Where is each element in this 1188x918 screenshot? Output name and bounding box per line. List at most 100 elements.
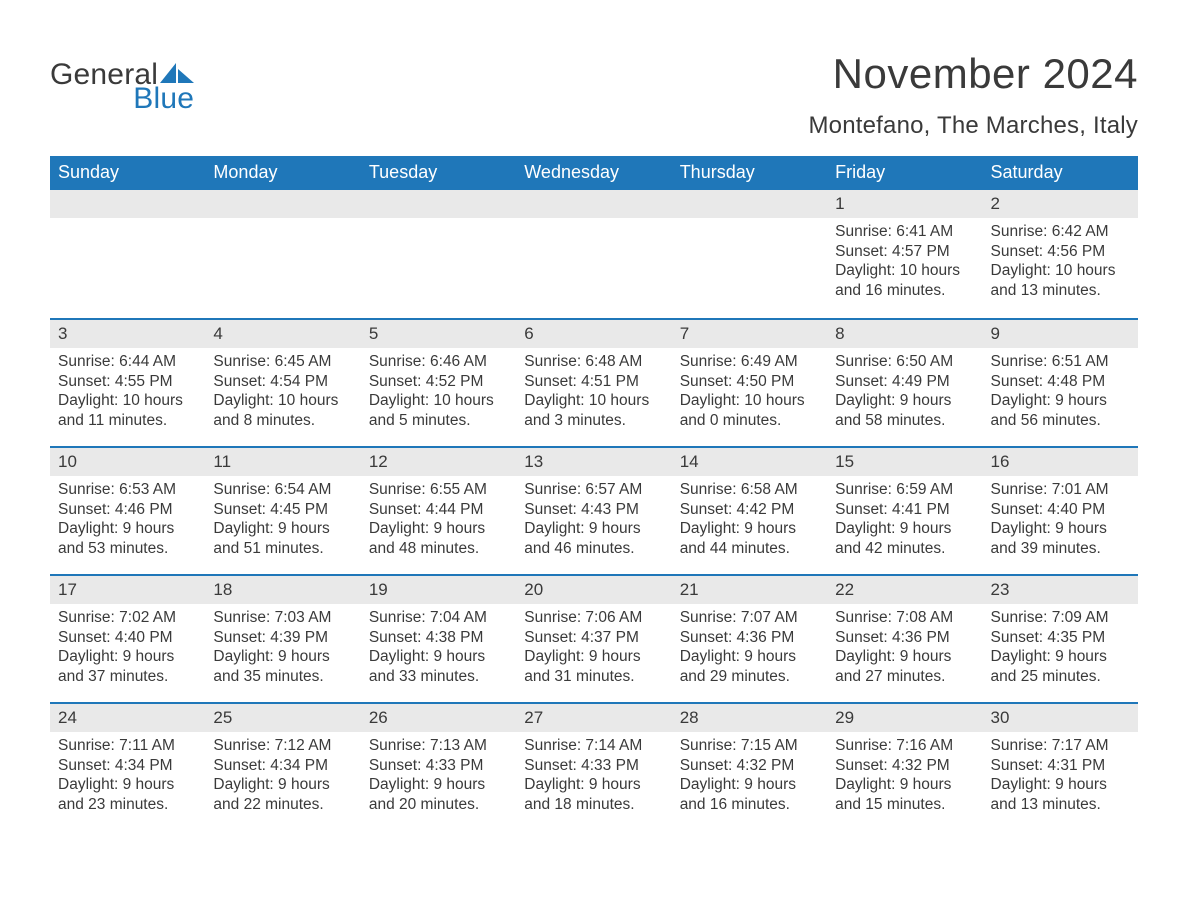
- day-sunrise: Sunrise: 7:08 AM: [835, 608, 974, 628]
- day-cell: 29Sunrise: 7:16 AMSunset: 4:32 PMDayligh…: [827, 704, 982, 830]
- day-sunrise: Sunrise: 6:55 AM: [369, 480, 508, 500]
- day-cell: 8Sunrise: 6:50 AMSunset: 4:49 PMDaylight…: [827, 320, 982, 446]
- day-sunset: Sunset: 4:32 PM: [680, 756, 819, 776]
- day-sunrise: Sunrise: 7:14 AM: [524, 736, 663, 756]
- day-number: 28: [672, 704, 827, 732]
- day-number: 13: [516, 448, 671, 476]
- day-cell: 22Sunrise: 7:08 AMSunset: 4:36 PMDayligh…: [827, 576, 982, 702]
- day-d1: Daylight: 10 hours: [991, 261, 1130, 281]
- weekday-header: Friday: [827, 156, 982, 190]
- day-sunset: Sunset: 4:32 PM: [835, 756, 974, 776]
- day-number: 23: [983, 576, 1138, 604]
- day-sunrise: Sunrise: 6:50 AM: [835, 352, 974, 372]
- day-sunset: Sunset: 4:38 PM: [369, 628, 508, 648]
- day-sunrise: Sunrise: 7:04 AM: [369, 608, 508, 628]
- day-d1: Daylight: 10 hours: [369, 391, 508, 411]
- day-number: [361, 190, 516, 218]
- day-d1: Daylight: 9 hours: [58, 519, 197, 539]
- day-cell: 13Sunrise: 6:57 AMSunset: 4:43 PMDayligh…: [516, 448, 671, 574]
- day-sunset: Sunset: 4:39 PM: [213, 628, 352, 648]
- day-cell: [516, 190, 671, 318]
- day-number: 25: [205, 704, 360, 732]
- day-d1: Daylight: 9 hours: [680, 519, 819, 539]
- week-row: 1Sunrise: 6:41 AMSunset: 4:57 PMDaylight…: [50, 190, 1138, 318]
- day-d1: Daylight: 9 hours: [835, 519, 974, 539]
- day-d2: and 0 minutes.: [680, 411, 819, 431]
- calendar: SundayMondayTuesdayWednesdayThursdayFrid…: [50, 156, 1138, 830]
- day-cell: [205, 190, 360, 318]
- day-cell: 25Sunrise: 7:12 AMSunset: 4:34 PMDayligh…: [205, 704, 360, 830]
- day-number: 7: [672, 320, 827, 348]
- day-cell: 27Sunrise: 7:14 AMSunset: 4:33 PMDayligh…: [516, 704, 671, 830]
- day-d2: and 44 minutes.: [680, 539, 819, 559]
- day-number: 26: [361, 704, 516, 732]
- location: Montefano, The Marches, Italy: [808, 112, 1138, 140]
- day-cell: 12Sunrise: 6:55 AMSunset: 4:44 PMDayligh…: [361, 448, 516, 574]
- weekday-header: Saturday: [983, 156, 1138, 190]
- day-number: [516, 190, 671, 218]
- day-sunrise: Sunrise: 6:53 AM: [58, 480, 197, 500]
- day-d1: Daylight: 9 hours: [680, 775, 819, 795]
- day-d2: and 13 minutes.: [991, 795, 1130, 815]
- day-cell: 7Sunrise: 6:49 AMSunset: 4:50 PMDaylight…: [672, 320, 827, 446]
- weekday-header: Wednesday: [516, 156, 671, 190]
- day-sunrise: Sunrise: 7:17 AM: [991, 736, 1130, 756]
- day-cell: 9Sunrise: 6:51 AMSunset: 4:48 PMDaylight…: [983, 320, 1138, 446]
- day-d1: Daylight: 9 hours: [369, 519, 508, 539]
- day-number: 8: [827, 320, 982, 348]
- day-d2: and 13 minutes.: [991, 281, 1130, 301]
- day-cell: 20Sunrise: 7:06 AMSunset: 4:37 PMDayligh…: [516, 576, 671, 702]
- day-d2: and 58 minutes.: [835, 411, 974, 431]
- day-d1: Daylight: 9 hours: [58, 775, 197, 795]
- day-d1: Daylight: 10 hours: [213, 391, 352, 411]
- day-sunrise: Sunrise: 7:07 AM: [680, 608, 819, 628]
- weeks-container: 1Sunrise: 6:41 AMSunset: 4:57 PMDaylight…: [50, 190, 1138, 830]
- day-number: 2: [983, 190, 1138, 218]
- day-number: 9: [983, 320, 1138, 348]
- day-sunset: Sunset: 4:36 PM: [835, 628, 974, 648]
- day-sunrise: Sunrise: 7:12 AM: [213, 736, 352, 756]
- day-cell: 21Sunrise: 7:07 AMSunset: 4:36 PMDayligh…: [672, 576, 827, 702]
- day-sunset: Sunset: 4:44 PM: [369, 500, 508, 520]
- day-sunrise: Sunrise: 6:49 AM: [680, 352, 819, 372]
- day-number: 6: [516, 320, 671, 348]
- day-d2: and 53 minutes.: [58, 539, 197, 559]
- day-sunrise: Sunrise: 6:41 AM: [835, 222, 974, 242]
- day-sunrise: Sunrise: 6:48 AM: [524, 352, 663, 372]
- day-d1: Daylight: 9 hours: [213, 775, 352, 795]
- title-block: November 2024 Montefano, The Marches, It…: [808, 50, 1138, 140]
- weekday-header: Sunday: [50, 156, 205, 190]
- day-d2: and 27 minutes.: [835, 667, 974, 687]
- day-sunrise: Sunrise: 6:45 AM: [213, 352, 352, 372]
- day-cell: 18Sunrise: 7:03 AMSunset: 4:39 PMDayligh…: [205, 576, 360, 702]
- day-d1: Daylight: 10 hours: [835, 261, 974, 281]
- day-cell: 11Sunrise: 6:54 AMSunset: 4:45 PMDayligh…: [205, 448, 360, 574]
- day-sunset: Sunset: 4:48 PM: [991, 372, 1130, 392]
- day-number: 24: [50, 704, 205, 732]
- day-number: 14: [672, 448, 827, 476]
- day-d2: and 18 minutes.: [524, 795, 663, 815]
- day-number: 16: [983, 448, 1138, 476]
- day-d2: and 56 minutes.: [991, 411, 1130, 431]
- week-row: 17Sunrise: 7:02 AMSunset: 4:40 PMDayligh…: [50, 574, 1138, 702]
- day-number: 20: [516, 576, 671, 604]
- day-d1: Daylight: 10 hours: [680, 391, 819, 411]
- weekday-header: Tuesday: [361, 156, 516, 190]
- logo-text-blue: Blue: [133, 82, 194, 116]
- day-d1: Daylight: 9 hours: [991, 391, 1130, 411]
- day-d1: Daylight: 9 hours: [835, 391, 974, 411]
- day-sunset: Sunset: 4:41 PM: [835, 500, 974, 520]
- day-number: 4: [205, 320, 360, 348]
- day-d1: Daylight: 9 hours: [991, 519, 1130, 539]
- day-sunrise: Sunrise: 7:01 AM: [991, 480, 1130, 500]
- day-sunset: Sunset: 4:55 PM: [58, 372, 197, 392]
- day-sunset: Sunset: 4:35 PM: [991, 628, 1130, 648]
- day-sunrise: Sunrise: 7:16 AM: [835, 736, 974, 756]
- day-d2: and 42 minutes.: [835, 539, 974, 559]
- day-number: 29: [827, 704, 982, 732]
- day-sunset: Sunset: 4:57 PM: [835, 242, 974, 262]
- day-number: 18: [205, 576, 360, 604]
- day-cell: [50, 190, 205, 318]
- day-sunrise: Sunrise: 6:44 AM: [58, 352, 197, 372]
- day-number: 1: [827, 190, 982, 218]
